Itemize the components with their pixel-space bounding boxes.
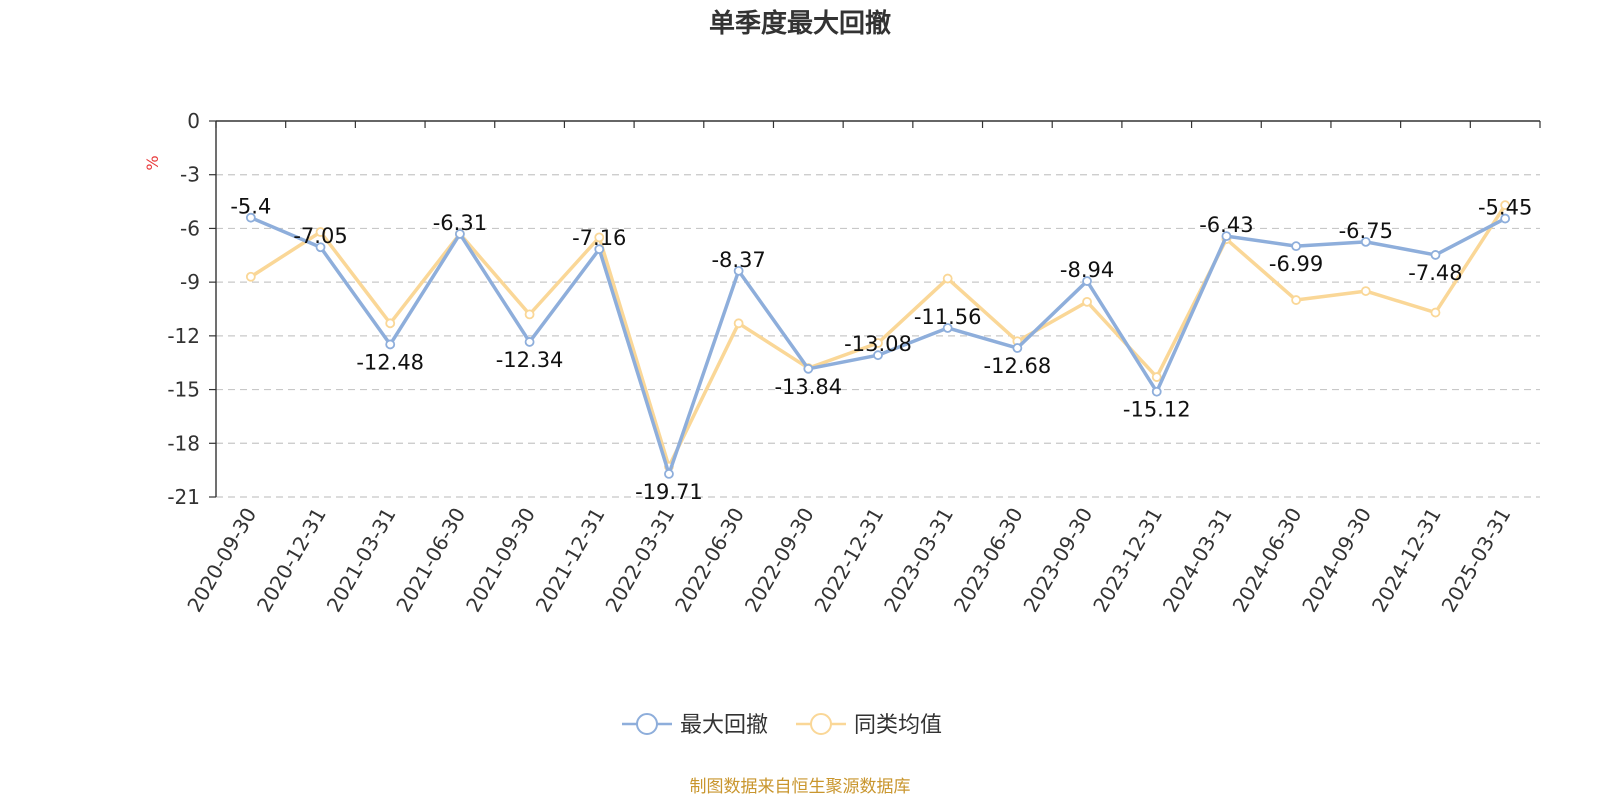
- x-tick-label: 2023-06-30: [949, 504, 1028, 617]
- data-point[interactable]: [1291, 295, 1302, 305]
- data-point[interactable]: [803, 363, 814, 374]
- data-point[interactable]: [942, 273, 953, 284]
- data-point[interactable]: [1291, 241, 1302, 252]
- legend-item[interactable]: 同类均值: [796, 713, 942, 738]
- data-label: -7.16: [572, 226, 626, 250]
- data-point[interactable]: [245, 212, 256, 223]
- y-tick-label: -21: [167, 485, 200, 509]
- data-point[interactable]: [1151, 372, 1162, 382]
- y-tick-label: 0: [187, 109, 200, 133]
- data-point[interactable]: [1151, 386, 1162, 397]
- y-tick-label: -6: [180, 216, 200, 240]
- data-point[interactable]: [524, 337, 535, 347]
- x-tick-label: 2021-03-31: [322, 504, 401, 617]
- data-point[interactable]: [594, 232, 605, 243]
- x-tick-label: 2020-12-31: [252, 504, 331, 617]
- data-label: -6.99: [1269, 252, 1323, 276]
- legend-marker: [810, 713, 832, 735]
- data-label: -13.08: [844, 332, 912, 356]
- legend[interactable]: 最大回撤 同类均值: [622, 713, 942, 738]
- legend-marker: [636, 713, 658, 735]
- chart-title: 单季度最大回撤: [709, 8, 891, 39]
- y-tick-label: -15: [167, 378, 200, 402]
- x-tick-label: 2021-06-30: [391, 504, 470, 617]
- data-label: -6.75: [1339, 219, 1393, 243]
- x-tick-label: 2024-06-30: [1228, 504, 1307, 617]
- x-tick-label: 2023-12-31: [1088, 504, 1167, 617]
- x-tick-label: 2025-03-31: [1437, 504, 1516, 617]
- data-label: -6.31: [433, 211, 487, 235]
- x-tick-label: 2024-03-31: [1158, 504, 1237, 617]
- data-point[interactable]: [1082, 276, 1092, 286]
- data-point[interactable]: [733, 265, 744, 276]
- data-point[interactable]: [664, 469, 674, 479]
- data-point[interactable]: [1221, 231, 1232, 242]
- data-point[interactable]: [524, 309, 535, 320]
- data-point[interactable]: [1360, 236, 1371, 247]
- data-label: -19.71: [635, 480, 703, 504]
- x-tick-label: 2022-12-31: [809, 504, 888, 617]
- data-point[interactable]: [1360, 286, 1371, 296]
- source-note: 制图数据来自恒生聚源数据库: [690, 777, 911, 797]
- data-label: -15.12: [1123, 398, 1191, 422]
- legend-item[interactable]: 最大回撤: [622, 713, 768, 738]
- data-point[interactable]: [1500, 200, 1511, 211]
- data-point[interactable]: [594, 244, 605, 255]
- data-label: -6.43: [1199, 213, 1253, 237]
- x-tick-label: 2022-09-30: [740, 504, 819, 617]
- x-tick-label: 2024-12-31: [1367, 504, 1446, 617]
- y-axis-unit: %: [143, 155, 162, 170]
- data-point[interactable]: [1012, 343, 1023, 353]
- x-tick-label: 2023-03-31: [879, 504, 958, 617]
- data-point[interactable]: [1430, 250, 1441, 260]
- data-point[interactable]: [942, 323, 953, 333]
- data-point[interactable]: [385, 318, 396, 329]
- data-label: -5.4: [230, 195, 271, 219]
- x-tick-label: 2021-12-31: [531, 504, 610, 617]
- series-layer: [245, 200, 1511, 479]
- data-label: -7.48: [1408, 261, 1462, 285]
- legend-label: 最大回撤: [680, 713, 768, 738]
- data-label: -13.84: [774, 375, 842, 399]
- data-label: -12.68: [984, 354, 1052, 378]
- data-label: -11.56: [914, 305, 982, 329]
- data-point[interactable]: [315, 242, 326, 253]
- data-point[interactable]: [454, 229, 465, 239]
- y-tick-label: -3: [180, 163, 200, 187]
- grid-layer: [216, 174, 1540, 498]
- data-label: -12.48: [356, 350, 424, 374]
- x-tick-label: 2022-03-31: [600, 504, 679, 617]
- x-tick-label: 2020-09-30: [182, 504, 261, 617]
- data-label: -8.94: [1060, 258, 1114, 282]
- data-label: -12.34: [496, 348, 564, 372]
- y-tick-label: -12: [167, 324, 200, 348]
- data-label: -7.05: [293, 224, 347, 248]
- x-tick-label: 2022-06-30: [670, 504, 749, 617]
- x-tick-label: 2021-09-30: [461, 504, 540, 617]
- data-point[interactable]: [873, 338, 883, 348]
- data-label: -8.37: [711, 248, 765, 272]
- data-point[interactable]: [733, 318, 744, 329]
- x-tick-label: 2024-09-30: [1297, 504, 1376, 617]
- data-point[interactable]: [1430, 307, 1441, 318]
- data-point[interactable]: [1500, 213, 1511, 224]
- y-tick-label: -9: [180, 270, 200, 294]
- data-label-layer: -5.4 -7.05 -12.48 -6.31 -12.34 -7.16 -19.71 -8.…: [230, 195, 1532, 504]
- data-point[interactable]: [385, 339, 396, 350]
- data-point[interactable]: [315, 227, 326, 237]
- legend-label: 同类均值: [854, 713, 942, 738]
- data-point[interactable]: [245, 271, 256, 282]
- y-tick-label: -18: [167, 431, 200, 455]
- data-point[interactable]: [1082, 296, 1092, 307]
- data-point[interactable]: [873, 350, 883, 361]
- x-tick-label: 2023-09-30: [1018, 504, 1097, 617]
- data-label: -5.45: [1478, 196, 1532, 220]
